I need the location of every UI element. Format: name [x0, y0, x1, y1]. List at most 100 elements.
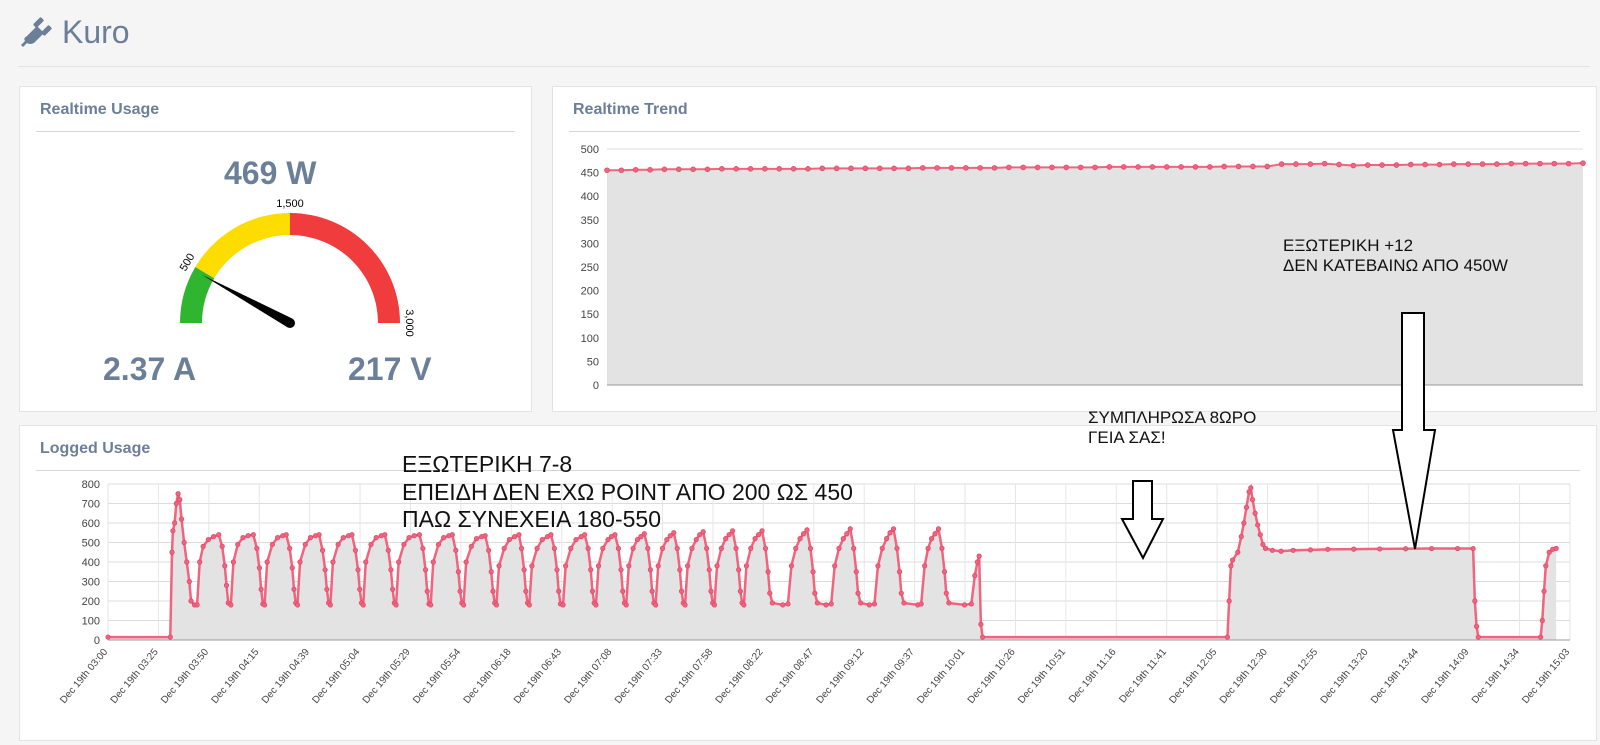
- series-point: [605, 536, 611, 543]
- series-point: [922, 563, 928, 569]
- series-point: [1252, 510, 1258, 516]
- series-point: [1034, 164, 1041, 171]
- series-point: [823, 602, 829, 608]
- series-point: [463, 559, 469, 565]
- series-point: [851, 545, 857, 551]
- series-point: [167, 634, 173, 640]
- series-point: [659, 545, 666, 551]
- series-point: [866, 602, 872, 608]
- series-point: [1379, 162, 1385, 168]
- series-point: [256, 565, 262, 571]
- series-point: [905, 165, 912, 172]
- series-point: [534, 545, 540, 551]
- series-point: [529, 563, 535, 569]
- series-point: [1436, 161, 1443, 168]
- y-tick-label: 450: [581, 168, 599, 180]
- series-point: [523, 588, 529, 594]
- annotation-left: ΕΞΩΤΕΡΙΚΗ 7-8 ΕΠΕΙΔΗ ΔΕΝ ΕΧΩ ΡΟΙΝΤ ΑΠΟ 2…: [402, 451, 853, 534]
- series-point: [396, 559, 402, 565]
- series-point: [1351, 546, 1357, 552]
- series-point: [1454, 545, 1461, 552]
- series-point: [1293, 161, 1299, 167]
- y-tick-label: 50: [587, 356, 599, 368]
- series-point: [1278, 161, 1285, 167]
- series-point: [1451, 161, 1457, 167]
- series-point: [554, 567, 560, 573]
- series-point: [765, 569, 771, 575]
- series-point: [697, 532, 703, 538]
- series-point: [430, 559, 436, 565]
- series-point: [653, 602, 659, 608]
- series-point: [858, 600, 864, 606]
- series-point: [1428, 545, 1435, 552]
- series-point: [169, 549, 175, 555]
- series-point: [181, 539, 187, 546]
- series-point: [879, 545, 885, 551]
- y-tick-label: 500: [581, 144, 599, 156]
- series-point: [582, 532, 588, 538]
- series-point: [493, 602, 500, 608]
- series-point: [972, 573, 978, 579]
- series-point: [1543, 563, 1549, 569]
- series-point: [357, 586, 363, 592]
- series-point: [551, 545, 557, 551]
- series-point: [848, 165, 854, 172]
- series-point: [441, 535, 447, 541]
- series-point: [977, 165, 983, 171]
- annotation-mid: ΣΥΜΠΛΗΡΩΣΑ 8ΩΡΟ ΓΕΙΑ ΣΑΣ!: [1088, 408, 1256, 449]
- series-point: [1278, 548, 1284, 554]
- series-point: [422, 567, 429, 573]
- series-point: [385, 547, 391, 553]
- series-point: [223, 582, 230, 589]
- series-point: [706, 567, 712, 573]
- series-point: [1479, 161, 1486, 167]
- series-point: [235, 541, 241, 548]
- series-point: [1422, 161, 1428, 168]
- series-point: [1290, 547, 1296, 553]
- series-point: [736, 567, 742, 573]
- series-point: [752, 535, 758, 542]
- series-point: [620, 588, 626, 594]
- y-tick-label: 250: [581, 262, 599, 274]
- series-point: [932, 531, 938, 537]
- series-point: [473, 535, 480, 542]
- power-value: 469 W: [224, 155, 317, 191]
- series-point: [287, 545, 293, 551]
- gauge-label: 1,500: [276, 198, 304, 210]
- series-point: [302, 541, 308, 548]
- series-point: [368, 541, 374, 548]
- y-tick-label: 200: [581, 286, 599, 298]
- series-point: [324, 586, 330, 592]
- annotation-line: ΕΠΕΙΔΗ ΔΕΝ ΕΧΩ ΡΟΙΝΤ ΑΠΟ 200 ΩΣ 450: [402, 478, 853, 505]
- gauge-needle: [202, 274, 293, 328]
- series-point: [819, 165, 826, 172]
- series-point: [600, 545, 606, 551]
- series-point: [188, 598, 194, 604]
- series-point: [316, 532, 322, 538]
- logged-usage-panel: Logged Usage 0 100 200 300 400 500 600 700 800 De…: [19, 425, 1597, 741]
- series-point: [704, 545, 710, 551]
- series-point: [638, 534, 644, 540]
- series-point: [941, 569, 948, 575]
- series-point: [230, 559, 237, 565]
- series-point: [1257, 532, 1263, 538]
- series-point: [496, 563, 502, 569]
- series-point: [747, 166, 754, 172]
- series-area: [108, 487, 1557, 640]
- series-point: [184, 559, 190, 565]
- series-point: [618, 567, 624, 573]
- y-tick-label: 0: [593, 380, 599, 392]
- series-point: [1020, 164, 1027, 171]
- series-point: [1321, 160, 1328, 167]
- series-point: [805, 166, 811, 172]
- voltage-value: 217 V: [348, 351, 432, 387]
- series-point: [769, 600, 775, 606]
- series-point: [788, 563, 795, 569]
- series-point: [1077, 164, 1084, 171]
- series-point: [689, 545, 695, 551]
- series-point: [630, 545, 636, 551]
- series-point: [294, 602, 301, 608]
- series-point: [1541, 588, 1547, 594]
- series-point: [593, 602, 599, 608]
